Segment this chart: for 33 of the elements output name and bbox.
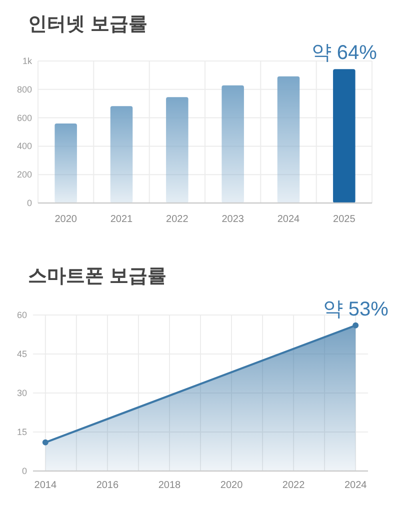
bar — [54, 123, 77, 203]
chart-title: 인터넷 보급률 — [28, 14, 148, 35]
bar — [166, 97, 188, 203]
y-tick-label: 30 — [16, 388, 27, 398]
y-tick-label: 600 — [16, 112, 32, 123]
x-tick-label: 2024 — [277, 214, 300, 225]
annotation: 약 64% — [311, 42, 378, 64]
y-tick-label: 45 — [16, 349, 27, 359]
y-tick-label: 800 — [16, 84, 32, 94]
x-tick-label: 2018 — [158, 480, 182, 491]
x-tick-label: 2023 — [222, 214, 244, 225]
bar — [333, 69, 356, 203]
x-tick-label: 2016 — [96, 480, 120, 491]
bar — [222, 85, 244, 203]
x-tick-label: 2021 — [110, 214, 134, 225]
x-tick-label: 2014 — [34, 480, 57, 491]
x-tick-label: 2024 — [344, 480, 368, 491]
bar — [110, 106, 133, 203]
y-tick-label: 1k — [22, 56, 32, 66]
x-tick-label: 2020 — [54, 214, 78, 225]
y-tick-label: 400 — [16, 141, 32, 152]
annotation: 약 53% — [322, 298, 389, 320]
y-tick-label: 0 — [22, 466, 27, 476]
x-tick-label: 2025 — [333, 214, 356, 225]
y-tick-label: 0 — [26, 198, 32, 208]
bar — [277, 76, 300, 203]
x-tick-label: 2020 — [220, 480, 244, 491]
x-tick-label: 2022 — [166, 214, 189, 225]
y-tick-label: 200 — [16, 170, 32, 180]
y-tick-label: 15 — [16, 427, 27, 437]
y-tick-label: 60 — [16, 310, 27, 320]
x-tick-label: 2022 — [282, 480, 306, 491]
chart-title: 스마트폰 보급률 — [28, 266, 166, 287]
